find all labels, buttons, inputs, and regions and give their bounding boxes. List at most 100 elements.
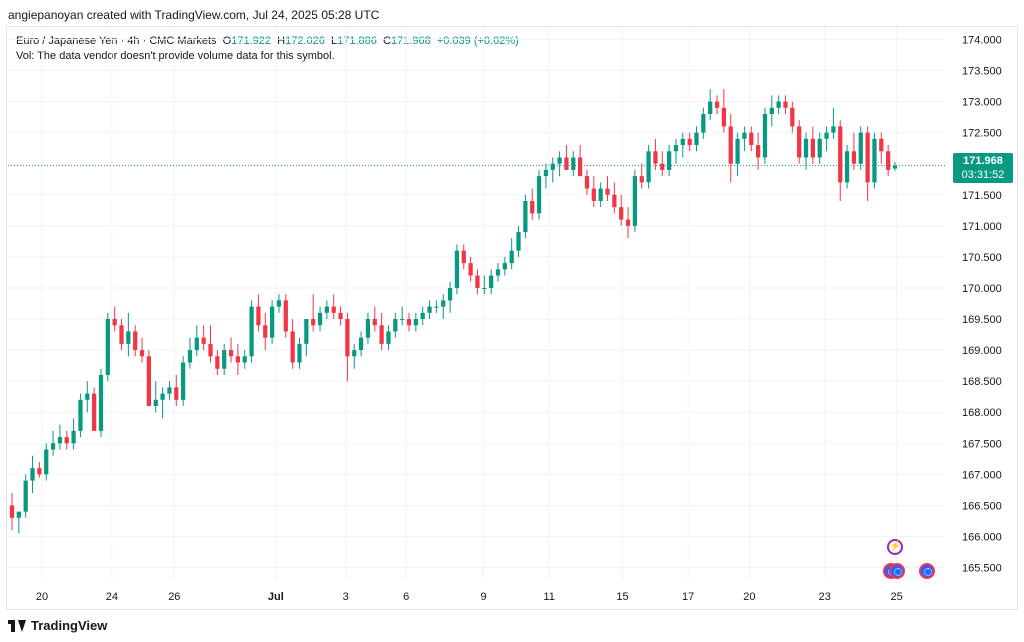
candle-body xyxy=(400,319,405,321)
candle xyxy=(276,294,282,313)
candle-body xyxy=(461,250,466,264)
candle-body xyxy=(598,188,603,201)
candle-body xyxy=(23,480,28,512)
candle xyxy=(269,300,275,344)
candle-body xyxy=(701,113,706,133)
candle-body xyxy=(228,350,234,357)
candle xyxy=(810,126,815,164)
candle xyxy=(509,238,514,270)
candle-body xyxy=(235,356,241,363)
candle xyxy=(23,474,28,518)
candle xyxy=(133,325,138,357)
candle xyxy=(591,176,596,208)
candle xyxy=(30,455,35,494)
low-label: L xyxy=(330,35,338,47)
candle xyxy=(728,113,733,183)
candle-body xyxy=(283,300,288,332)
candle xyxy=(708,89,713,121)
candle-body xyxy=(16,511,21,518)
candle xyxy=(646,145,651,189)
candle-body xyxy=(858,132,863,164)
candle-body xyxy=(160,393,165,400)
candle-body xyxy=(769,107,774,114)
candle-body xyxy=(413,319,418,326)
y-tick-label: 173.000 xyxy=(962,97,1002,109)
y-tick-label: 167.000 xyxy=(962,469,1002,481)
candle xyxy=(865,126,870,201)
candle xyxy=(632,169,638,233)
candle-body xyxy=(146,356,152,407)
candle xyxy=(495,263,501,282)
candle-body xyxy=(98,374,104,431)
candle xyxy=(790,101,795,133)
candle xyxy=(660,151,665,177)
candle-body xyxy=(803,138,809,158)
candle xyxy=(619,194,624,226)
candle xyxy=(879,132,884,164)
candle-body xyxy=(666,151,672,170)
candle-body xyxy=(721,107,726,127)
candle xyxy=(290,319,295,369)
x-tick-label: 17 xyxy=(682,591,694,603)
candle-body xyxy=(9,505,15,518)
candle xyxy=(687,132,692,152)
symbol-title[interactable]: Euro / Japanese Yen · 4h · CMC Markets xyxy=(16,35,217,47)
x-tick-label: 20 xyxy=(743,591,755,603)
candle xyxy=(379,312,384,351)
brand-name: TradingView xyxy=(31,618,108,633)
candle xyxy=(413,312,418,332)
candle-body xyxy=(564,157,569,170)
high-value: 172.026 xyxy=(285,35,325,47)
candle xyxy=(694,126,699,152)
candle-body xyxy=(167,387,172,394)
candle xyxy=(256,294,261,332)
flash-event-icon[interactable]: ⚡ xyxy=(887,539,903,555)
candle-body xyxy=(523,200,528,233)
candle xyxy=(749,126,754,152)
candle xyxy=(735,132,740,177)
candle xyxy=(98,368,104,438)
candles xyxy=(9,89,898,534)
candle xyxy=(297,337,302,369)
candle-body xyxy=(571,157,576,170)
tradingview-logo-icon xyxy=(8,619,26,632)
candle-body xyxy=(591,188,596,201)
candle-body xyxy=(714,101,720,108)
candle-body xyxy=(434,306,439,308)
candle-body xyxy=(817,138,822,158)
y-tick-label: 170.500 xyxy=(962,252,1002,264)
low-value: 171.886 xyxy=(337,35,377,47)
candle-body xyxy=(57,437,63,444)
candle xyxy=(447,281,453,313)
candle xyxy=(160,387,165,419)
candle xyxy=(92,387,97,431)
footer-brand[interactable]: TradingView xyxy=(8,618,107,633)
economic-event-icon[interactable] xyxy=(919,563,935,579)
price-axis: 174.000173.500173.000172.500172.000171.5… xyxy=(962,34,1002,574)
candle-body xyxy=(776,101,781,108)
candle xyxy=(400,306,405,326)
candle xyxy=(311,294,316,332)
candle-body xyxy=(311,319,316,326)
x-tick-label: 20 xyxy=(36,591,48,603)
candle xyxy=(71,418,76,450)
candle xyxy=(393,312,398,338)
x-tick-label: 3 xyxy=(343,591,349,603)
candle-body xyxy=(557,157,562,164)
candle-body xyxy=(269,306,275,338)
candle-body xyxy=(536,176,542,214)
candle-body xyxy=(126,331,131,344)
candle xyxy=(714,95,720,114)
candle-body xyxy=(454,250,460,288)
candle-body xyxy=(30,468,35,481)
candle xyxy=(187,337,193,369)
candle-body xyxy=(584,176,590,189)
candle xyxy=(742,126,747,152)
candle xyxy=(441,294,446,320)
candle-body xyxy=(708,101,713,114)
candle-body xyxy=(441,300,446,307)
candle xyxy=(482,275,487,295)
candle xyxy=(605,176,610,201)
economic-event-icon[interactable] xyxy=(889,563,905,579)
